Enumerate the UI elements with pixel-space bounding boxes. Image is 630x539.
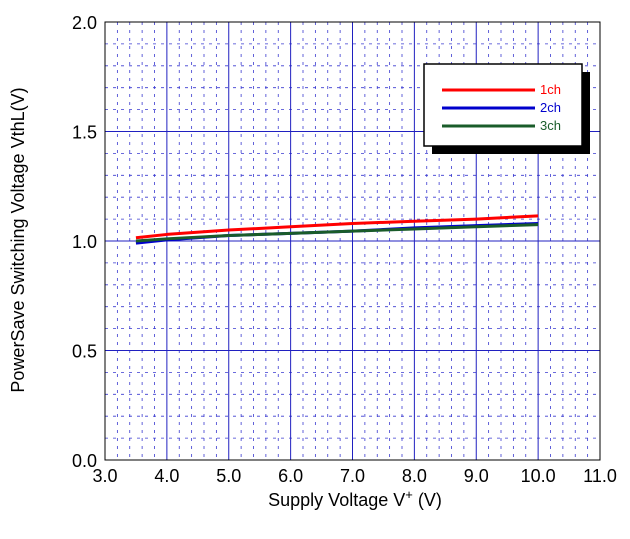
legend-box: [423, 63, 583, 147]
y-tick-label: 0.0: [72, 451, 97, 471]
x-tick-label: 6.0: [278, 466, 303, 486]
legend-label-3ch: 3ch: [540, 118, 561, 133]
y-tick-label: 1.5: [72, 123, 97, 143]
legend-label-1ch: 1ch: [540, 82, 561, 97]
x-tick-label: 5.0: [216, 466, 241, 486]
series-line-1ch: [135, 214, 539, 240]
y-axis-label: PowerSave Switching Voltage VthL(V): [8, 87, 28, 392]
x-tick-label: 4.0: [154, 466, 179, 486]
legend: 1ch 2ch 3ch: [423, 63, 590, 154]
x-axis-label: Supply Voltage V+ (V): [268, 487, 442, 511]
y-tick-label: 1.0: [72, 232, 97, 252]
x-tick-labels: 3.0 4.0 5.0 6.0 7.0 8.0 9.0 10.0 11.0: [92, 466, 616, 486]
x-tick-label: 7.0: [340, 466, 365, 486]
plot-frame: [104, 21, 601, 461]
y-tick-labels: 0.0 0.5 1.0 1.5 2.0: [72, 13, 97, 471]
y-tick-label: 0.5: [72, 342, 97, 362]
x-tick-label: 8.0: [402, 466, 427, 486]
x-tick-label: 3.0: [92, 466, 117, 486]
x-tick-label: 9.0: [464, 466, 489, 486]
legend-label-2ch: 2ch: [540, 100, 561, 115]
series-group: [135, 214, 539, 245]
x-tick-label: 11.0: [583, 466, 617, 486]
y-tick-label: 2.0: [72, 13, 97, 33]
x-tick-label: 10.0: [521, 466, 556, 486]
series-line-3ch: [135, 223, 539, 243]
